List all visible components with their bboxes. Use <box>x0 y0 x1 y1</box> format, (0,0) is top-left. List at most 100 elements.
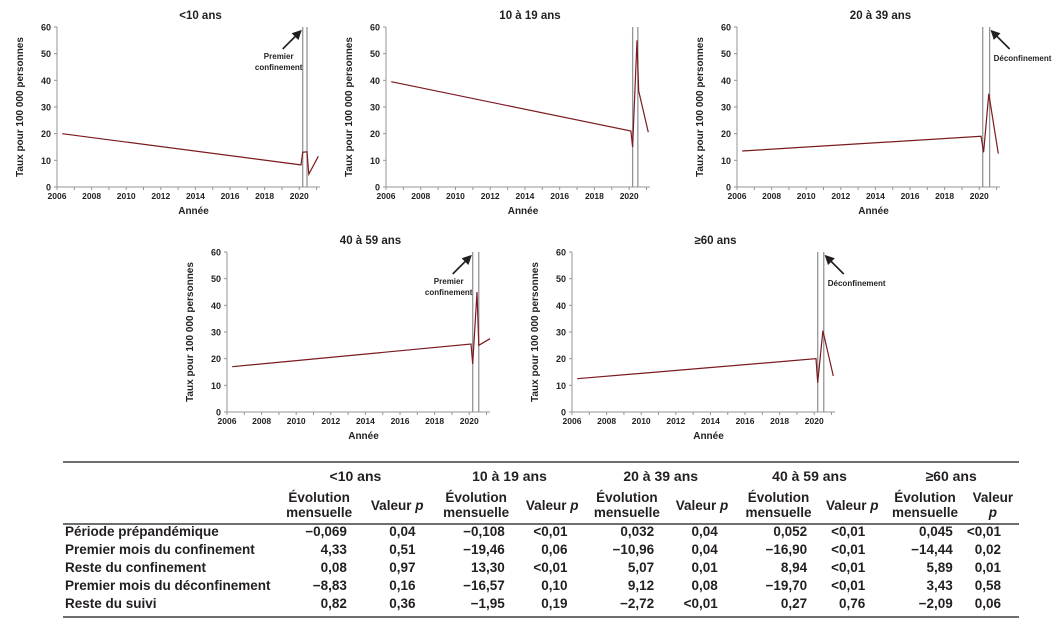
x-tick-label: 2006 <box>218 416 237 426</box>
y-tick-label: 30 <box>41 103 51 113</box>
annotation-label: Premier <box>264 52 294 61</box>
group-header: <10 ans <box>329 468 382 484</box>
cell-evolution: 9,12 <box>627 578 655 593</box>
col-header-evolution: Évolution mensuelle <box>286 490 353 520</box>
series-line <box>742 93 999 154</box>
cell-p-value: <0,01 <box>831 578 866 593</box>
chart-title: 10 à 19 ans <box>499 10 560 22</box>
y-tick-label: 30 <box>211 328 221 338</box>
y-tick-label: 20 <box>370 129 380 139</box>
cell-evolution: −2,09 <box>918 596 953 611</box>
x-tick-label: 2020 <box>460 416 479 426</box>
y-tick-label: 40 <box>556 301 566 311</box>
cell-evolution: −16,90 <box>765 542 808 557</box>
y-tick-label: 30 <box>721 103 731 113</box>
x-tick-label: 2010 <box>632 416 651 426</box>
y-tick-label: 20 <box>721 129 731 139</box>
cell-p-value: 0,04 <box>389 524 416 539</box>
cell-p-value: 0,51 <box>389 542 416 557</box>
row-label: Premier mois du confinement <box>65 542 255 557</box>
y-axis-label: Taux pour 100 000 personnes <box>15 37 26 177</box>
annotation-label: Déconfinement <box>828 279 886 288</box>
x-tick-label: 2006 <box>377 191 396 201</box>
x-tick-label: 2016 <box>550 191 569 201</box>
cell-p-value: 0,02 <box>974 542 1001 557</box>
cell-p-value: 0,04 <box>691 524 718 539</box>
col-header-p-value: Valeur p <box>675 497 729 513</box>
col-header-evolution: Évolution mensuelle <box>593 490 660 520</box>
x-tick-label: 2018 <box>425 416 444 426</box>
x-tick-label: 2008 <box>252 416 271 426</box>
cell-p-value: 0,01 <box>691 560 718 575</box>
y-tick-label: 10 <box>370 156 380 166</box>
x-tick-label: 2014 <box>515 191 534 201</box>
x-tick-label: 2018 <box>255 191 274 201</box>
cell-evolution: 4,33 <box>320 542 347 557</box>
cell-evolution: −2,72 <box>619 596 655 611</box>
y-tick-label: 10 <box>211 381 221 391</box>
y-axis-label: Taux pour 100 000 personnes <box>695 37 706 177</box>
x-tick-label: 2014 <box>186 191 205 201</box>
cell-p-value: <0,01 <box>533 524 568 539</box>
y-tick-label: 0 <box>375 183 380 193</box>
x-tick-label: 2020 <box>805 416 824 426</box>
table-bottom-rule <box>63 616 1019 618</box>
x-tick-label: 2008 <box>82 191 101 201</box>
table-row: Premier mois du confinement 4,33 0,51 −19,4… <box>63 541 1019 559</box>
y-tick-label: 0 <box>46 183 51 193</box>
table-row: Reste du confinement 0,08 0,97 13,30 <0,01 5,… <box>63 559 1019 577</box>
chart-title: ≥60 ans <box>694 235 736 247</box>
x-tick-label: 2018 <box>935 191 954 201</box>
row-label: Reste du confinement <box>65 560 207 575</box>
x-axis-label: Année <box>348 431 379 442</box>
cell-p-value: 0,19 <box>541 596 568 611</box>
x-tick-label: 2012 <box>481 191 500 201</box>
y-tick-label: 40 <box>721 76 731 86</box>
y-tick-label: 10 <box>721 156 731 166</box>
cell-evolution: 0,08 <box>320 560 347 575</box>
table-top-rule <box>63 461 1019 463</box>
y-tick-label: 60 <box>370 23 380 33</box>
x-tick-label: 2010 <box>117 191 136 201</box>
annotation-label: Premier <box>434 277 464 286</box>
group-header: 40 à 59 ans <box>772 468 847 484</box>
y-tick-label: 50 <box>721 49 731 59</box>
x-tick-label: 2014 <box>866 191 885 201</box>
y-tick-label: 40 <box>211 301 221 311</box>
cell-p-value: 0,76 <box>839 596 866 611</box>
cell-evolution: 3,43 <box>926 578 953 593</box>
table-header-rule <box>63 523 1019 525</box>
y-tick-label: 0 <box>561 408 566 418</box>
cell-p-value: 0,97 <box>389 560 416 575</box>
chart-10-19: 10 à 19 ans 0 10 20 30 40 50 60 2006 2008 2010 2012… <box>344 10 650 217</box>
x-axis-label: Année <box>508 206 539 217</box>
y-tick-label: 10 <box>41 156 51 166</box>
x-tick-label: 2020 <box>970 191 989 201</box>
table-row: Reste du suivi 0,82 0,36 −1,95 0,19 −2,72 <0,0… <box>63 595 1019 613</box>
cell-evolution: −16,57 <box>463 578 505 593</box>
y-tick-label: 60 <box>721 23 731 33</box>
table-row: Période prépandémique −0,069 0,04 −0,108 <0,… <box>63 523 1019 541</box>
col-header-evolution: Évolution mensuelle <box>892 490 959 520</box>
cell-p-value: <0,01 <box>831 524 866 539</box>
table-row: Premier mois du déconfinement −8,83 0,16 −1… <box>63 577 1019 595</box>
annotation-label: confinement <box>425 288 473 297</box>
x-tick-label: 2020 <box>290 191 309 201</box>
chart-under-10: <10 ans 0 10 20 30 40 50 60 2006 2008 2010 2012 2014… <box>15 10 320 217</box>
chart-title: 20 à 39 ans <box>850 10 911 22</box>
table-sub-header: Évolution mensuelle Valeur p Évolution mensu… <box>63 487 1019 523</box>
cell-evolution: 0,032 <box>620 524 655 539</box>
x-tick-label: 2012 <box>831 191 850 201</box>
y-tick-label: 60 <box>556 248 566 258</box>
x-axis-label: Année <box>178 206 209 217</box>
cell-evolution: −8,83 <box>312 578 347 593</box>
y-tick-label: 50 <box>556 274 566 284</box>
cell-evolution: −14,44 <box>911 542 953 557</box>
group-header: 20 à 39 ans <box>623 468 699 484</box>
x-tick-label: 2014 <box>356 416 375 426</box>
x-tick-label: 2008 <box>762 191 781 201</box>
chart-title: <10 ans <box>179 10 222 22</box>
cell-evolution: −0,108 <box>463 524 505 539</box>
y-axis-label: Taux pour 100 000 personnes <box>185 262 196 402</box>
cell-evolution: −19,46 <box>463 542 505 557</box>
